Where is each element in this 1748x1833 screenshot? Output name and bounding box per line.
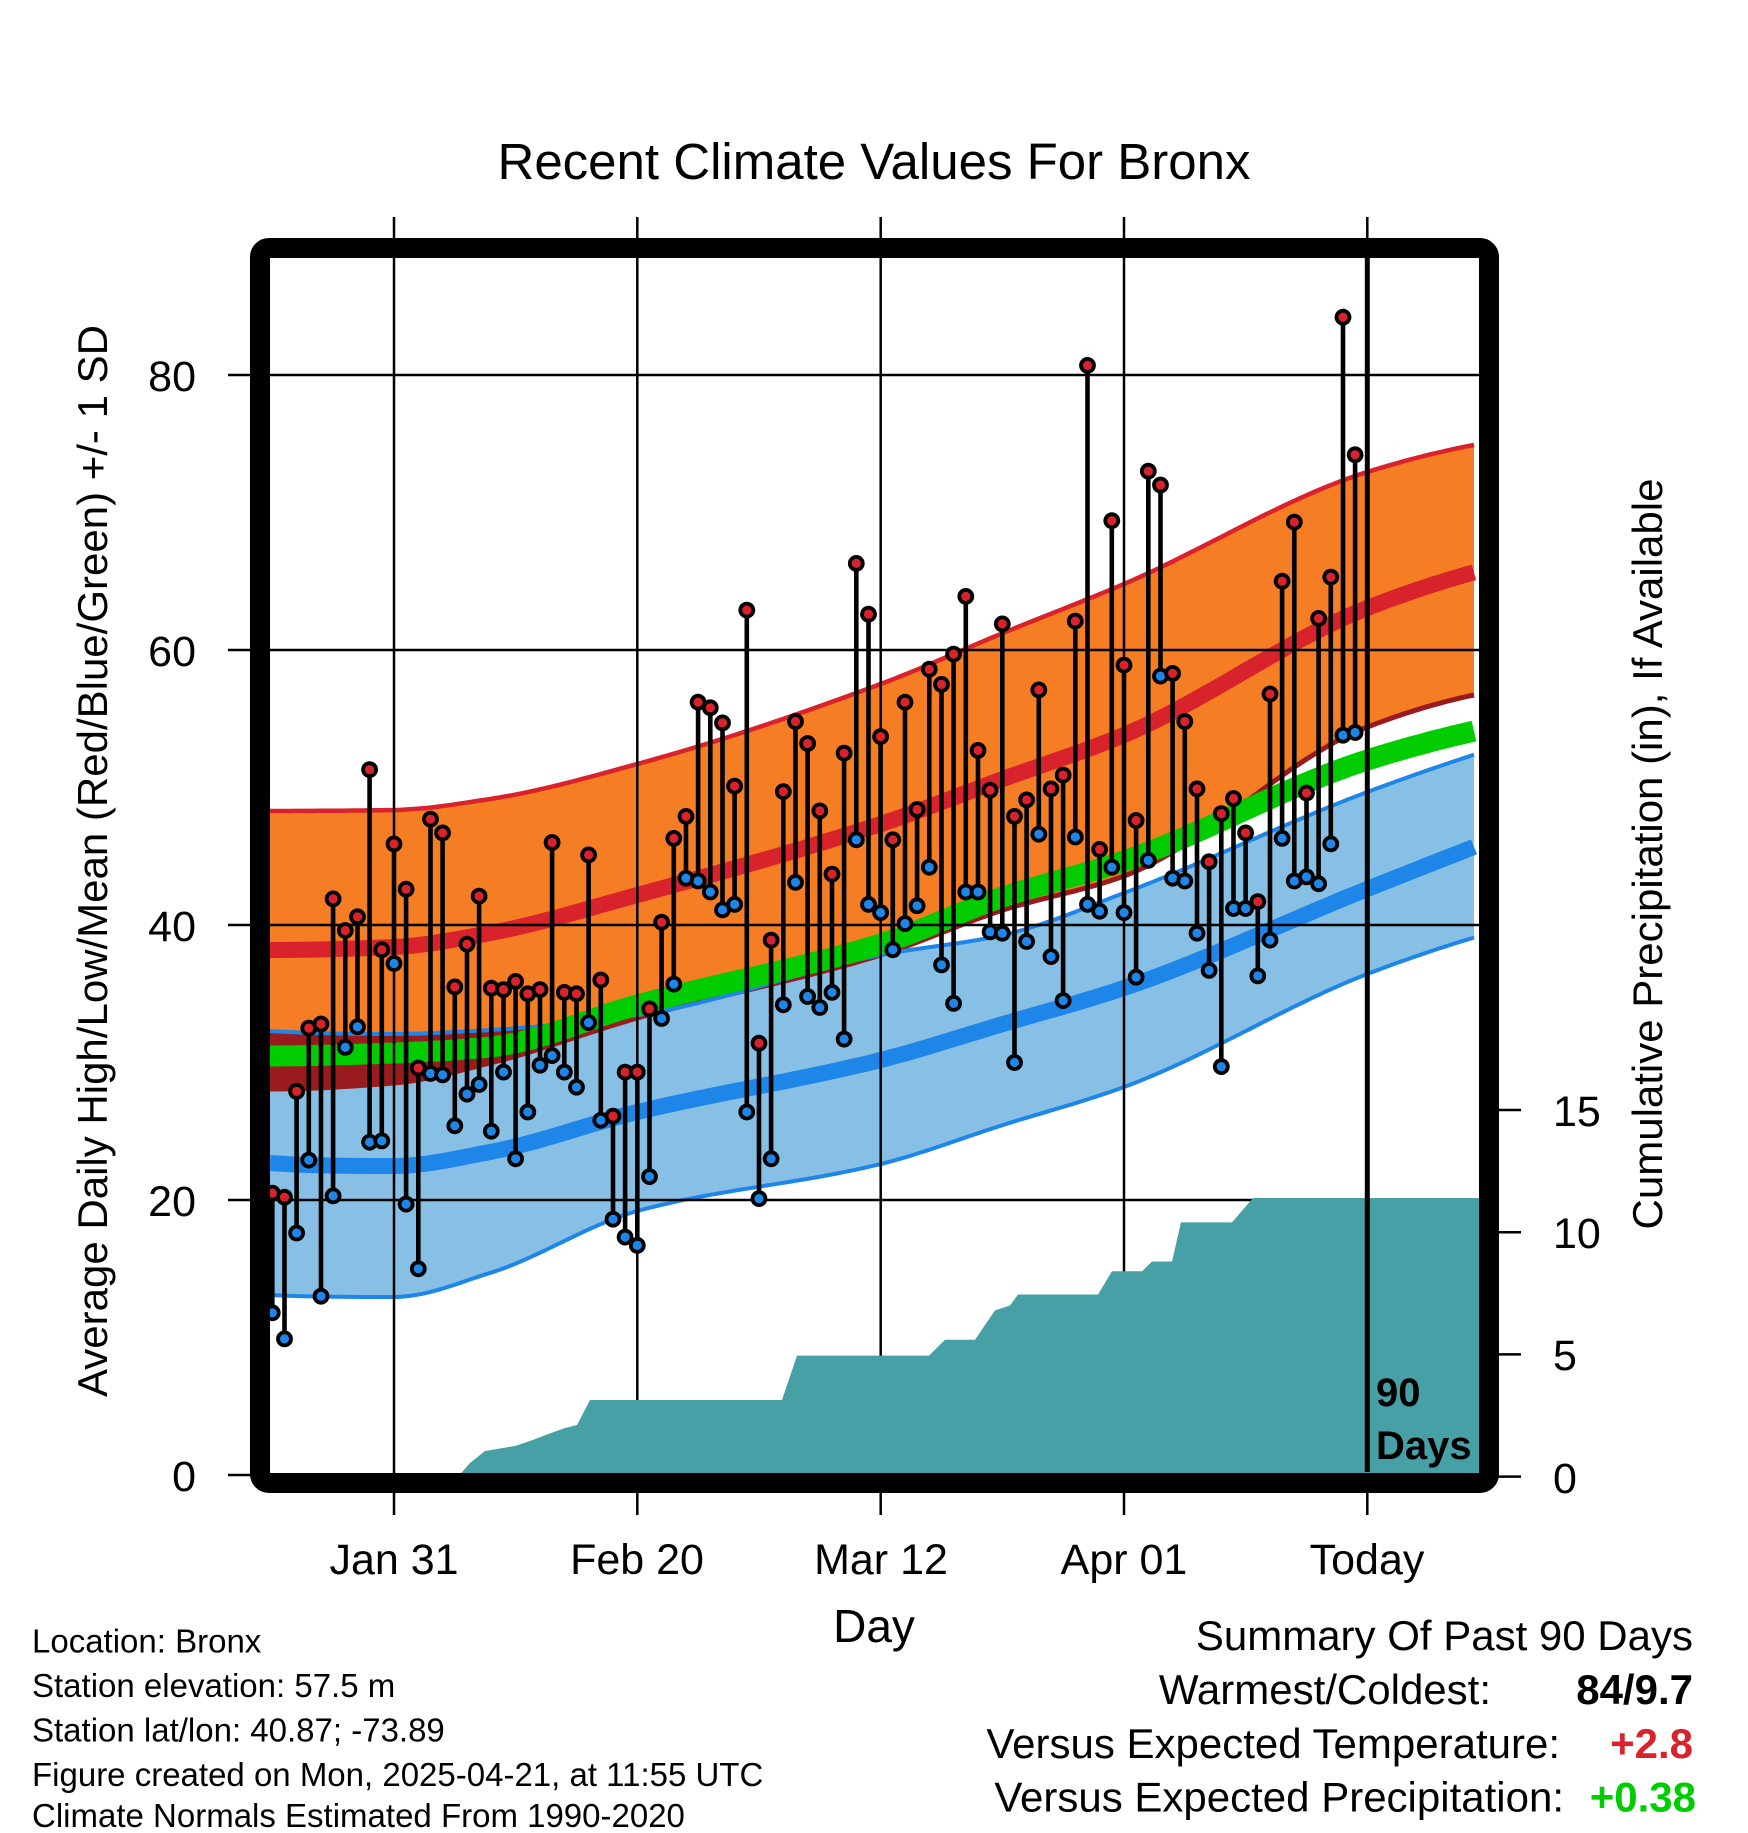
svg-text:Jan 31: Jan 31: [329, 1536, 458, 1584]
svg-text:Summary Of Past 90 Days: Summary Of Past 90 Days: [1196, 1612, 1693, 1659]
svg-text:80: 80: [148, 353, 196, 401]
svg-text:0: 0: [172, 1453, 196, 1501]
svg-text:Day: Day: [833, 1600, 915, 1652]
svg-text:Station lat/lon: 40.87; -73.89: Station lat/lon: 40.87; -73.89: [32, 1712, 445, 1749]
svg-text:40: 40: [148, 903, 196, 951]
svg-text:60: 60: [148, 628, 196, 676]
svg-text:84/9.7: 84/9.7: [1576, 1666, 1693, 1713]
svg-text:10: 10: [1553, 1210, 1601, 1258]
svg-text:0: 0: [1553, 1455, 1577, 1503]
svg-text:Location: Bronx: Location: Bronx: [32, 1623, 262, 1660]
svg-text:90: 90: [1376, 1371, 1421, 1415]
svg-text:Feb 20: Feb 20: [570, 1536, 704, 1584]
svg-text:Station elevation: 57.5 m: Station elevation: 57.5 m: [32, 1667, 395, 1704]
svg-text:15: 15: [1553, 1088, 1601, 1136]
svg-text:5: 5: [1553, 1332, 1577, 1380]
svg-text:+2.8: +2.8: [1610, 1720, 1693, 1767]
svg-text:Today: Today: [1310, 1536, 1425, 1584]
svg-text:Figure created on Mon, 2025-04: Figure created on Mon, 2025-04-21, at 11…: [32, 1756, 763, 1793]
svg-text:Mar 12: Mar 12: [814, 1536, 948, 1584]
svg-text:Recent Climate Values For Bron: Recent Climate Values For Bronx: [497, 133, 1250, 190]
svg-text:Climate Normals Estimated From: Climate Normals Estimated From 1990-2020: [32, 1797, 685, 1828]
svg-text:Versus Expected Temperature:: Versus Expected Temperature:: [986, 1720, 1560, 1767]
svg-text:Apr 01: Apr 01: [1061, 1536, 1188, 1584]
svg-text:20: 20: [148, 1178, 196, 1226]
svg-text:Days: Days: [1376, 1424, 1472, 1468]
svg-text:Average Daily High/Low/Mean (R: Average Daily High/Low/Mean (Red/Blue/Gr…: [69, 325, 116, 1397]
svg-text:Warmest/Coldest:: Warmest/Coldest:: [1159, 1666, 1491, 1713]
svg-text:Versus Expected Precipitation:: Versus Expected Precipitation:: [994, 1774, 1564, 1821]
svg-text:Cumulative Precipitation (in),: Cumulative Precipitation (in), If Availa…: [1624, 479, 1671, 1230]
svg-text:+0.38: +0.38: [1590, 1774, 1696, 1821]
